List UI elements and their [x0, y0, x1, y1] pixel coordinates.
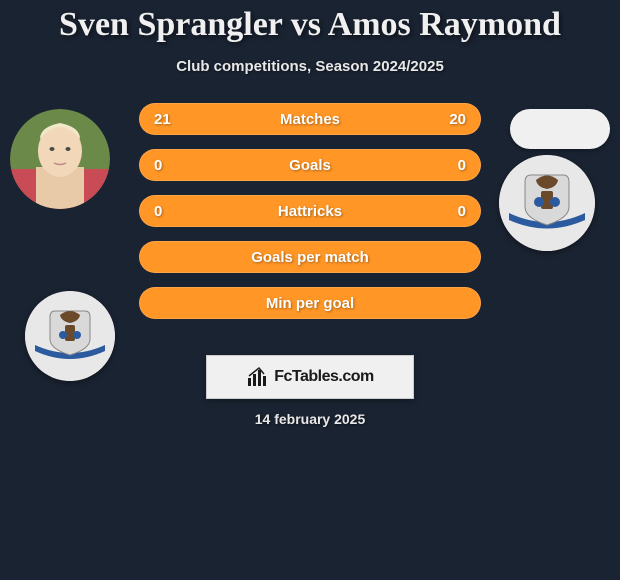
page-title: Sven Sprangler vs Amos Raymond [0, 0, 620, 44]
stat-right-value: 0 [436, 157, 466, 174]
stat-label: Goals [184, 157, 436, 174]
stat-label: Matches [184, 111, 436, 128]
stat-label: Hattricks [184, 203, 436, 220]
stat-left-value: 21 [154, 111, 184, 128]
comparison-area: 21 Matches 20 0 Goals 0 0 Hattricks 0 Go… [0, 103, 620, 427]
footer-brand-text: FcTables.com [274, 368, 374, 386]
stat-label: Goals per match [184, 249, 436, 266]
club-right-badge [499, 155, 595, 251]
footer-brand-box: FcTables.com [206, 355, 414, 399]
stat-left-value: 0 [154, 203, 184, 220]
stat-right-value: 20 [436, 111, 466, 128]
club-crest-icon [499, 155, 595, 251]
stat-row-min-per-goal: Min per goal [139, 287, 481, 319]
player-right-avatar [510, 109, 610, 149]
player-left-avatar [10, 109, 110, 209]
stat-row-goals: 0 Goals 0 [139, 149, 481, 181]
stat-row-hattricks: 0 Hattricks 0 [139, 195, 481, 227]
club-crest-icon [25, 291, 115, 381]
stat-label: Min per goal [184, 295, 436, 312]
date-text: 14 february 2025 [0, 411, 620, 427]
stat-row-goals-per-match: Goals per match [139, 241, 481, 273]
stat-left-value: 0 [154, 157, 184, 174]
chart-icon [246, 366, 268, 388]
club-left-badge [25, 291, 115, 381]
stat-right-value: 0 [436, 203, 466, 220]
stat-row-matches: 21 Matches 20 [139, 103, 481, 135]
subtitle: Club competitions, Season 2024/2025 [0, 58, 620, 75]
player-face-icon [10, 109, 110, 209]
